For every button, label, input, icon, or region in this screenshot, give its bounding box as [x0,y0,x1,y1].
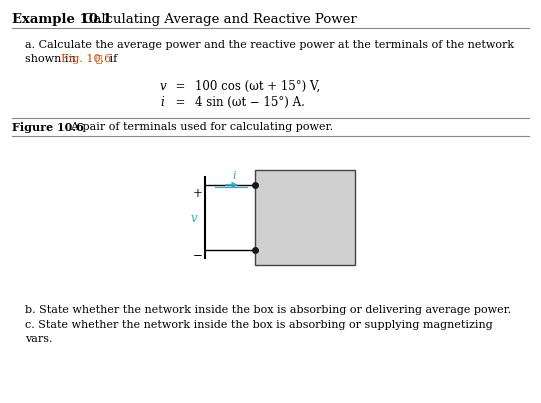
Text: Example 10.1: Example 10.1 [12,13,112,26]
Text: i: i [160,96,164,109]
Text: ⓔ: ⓔ [96,54,102,63]
Text: Calculating Average and Reactive Power: Calculating Average and Reactive Power [79,13,357,26]
Text: b. State whether the network inside the box is absorbing or delivering average p: b. State whether the network inside the … [25,305,511,315]
Text: 4 sin (ωt − 15°) A.: 4 sin (ωt − 15°) A. [195,96,305,109]
Text: =: = [168,96,193,109]
Text: 100 cos (ωt + 15°) V,: 100 cos (ωt + 15°) V, [195,80,320,93]
Text: shown in: shown in [25,54,79,64]
Bar [255,170,355,265]
Text: c. State whether the network inside the box is absorbing or supplying magnetizin: c. State whether the network inside the … [25,320,493,330]
Text: −: − [193,248,203,261]
Text: =: = [168,80,193,93]
Text: i: i [232,171,236,181]
Text: a. Calculate the average power and the reactive power at the terminals of the ne: a. Calculate the average power and the r… [25,40,514,50]
Text: +: + [193,187,203,200]
Text: if: if [106,54,117,64]
Text: A pair of terminals used for calculating power.: A pair of terminals used for calculating… [64,122,333,132]
Text: v: v [160,80,167,93]
Text: v: v [191,212,197,226]
Text: vars.: vars. [25,334,52,344]
Text: Fig. 10.6: Fig. 10.6 [61,54,111,64]
Text: Figure 10.6: Figure 10.6 [12,122,84,133]
